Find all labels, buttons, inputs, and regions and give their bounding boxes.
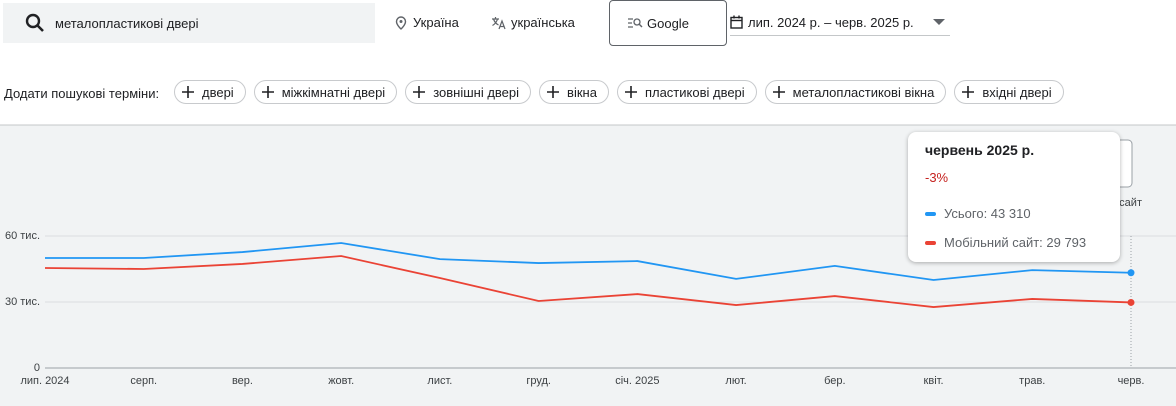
pin-icon	[395, 15, 407, 30]
chip[interactable]: міжкімнатні двері	[253, 80, 398, 104]
hover-dot	[1127, 269, 1135, 277]
language[interactable]: українська	[491, 15, 575, 30]
translate-icon	[492, 16, 506, 29]
network-button[interactable]: Google	[609, 0, 727, 46]
tooltip-row-label: Усього: 43 310	[944, 206, 1031, 221]
x-tick-label: жовт.	[328, 375, 354, 387]
x-tick-label: лист.	[427, 375, 452, 387]
x-tick-label: трав.	[1019, 375, 1045, 387]
chip-label: вхідні двері	[982, 84, 1052, 100]
plus-icon	[547, 86, 560, 98]
chip[interactable]: пластикові двері	[616, 80, 757, 104]
plus-icon	[261, 86, 274, 98]
search-box[interactable]: металопластикові двері	[3, 3, 375, 43]
chip[interactable]: металопластикові вікна	[764, 80, 947, 104]
series-line	[44, 255, 1132, 308]
x-tick-label: серп.	[130, 375, 157, 387]
plus-icon	[624, 86, 637, 98]
plus-icon	[182, 86, 194, 98]
tooltip-change: -3%	[925, 170, 949, 185]
refine-label: Додати пошукові терміни:	[4, 86, 160, 101]
dropdown-arrow	[933, 19, 945, 25]
location-label: Україна	[413, 15, 459, 30]
language-label: українська	[511, 15, 575, 30]
y-tick-label: 60 тис.	[5, 230, 40, 242]
series-line	[45, 242, 1132, 281]
plus-icon	[413, 86, 426, 98]
plus-icon	[772, 86, 785, 98]
x-tick-label: груд.	[526, 375, 551, 387]
chip[interactable]: двері	[174, 80, 246, 104]
chip-label: міжкімнатні двері	[281, 84, 386, 100]
tooltip-swatch	[925, 211, 936, 216]
tooltip-row-label: Мобільний сайт: 29 793	[944, 235, 1087, 250]
search-query: металопластикові двері	[55, 16, 199, 31]
tooltip: червень 2025 р. -3% Усього: 43 310 Мобіл…	[908, 132, 1120, 262]
x-tick-label: вер.	[232, 375, 253, 387]
date-range[interactable]: лип. 2024 р. – черв. 2025 р.	[730, 15, 950, 36]
chip-label: вікна	[567, 84, 597, 100]
y-tick-label: 30 тис.	[5, 296, 40, 308]
hover-dot	[1127, 298, 1135, 306]
date-range-label: лип. 2024 р. – черв. 2025 р.	[748, 15, 914, 30]
tooltip-swatch	[925, 240, 936, 245]
chip-list: двері міжкімнатні двері зовнішні двері вікн…	[174, 80, 1072, 104]
x-tick-label: січ. 2025	[615, 375, 659, 387]
chip-label: двері	[202, 84, 234, 100]
network-icon	[628, 18, 643, 28]
tooltip-row: Мобільний сайт: 29 793	[925, 235, 1086, 250]
location[interactable]: Україна	[395, 15, 459, 30]
x-tick-label: лип. 2024	[20, 375, 69, 387]
x-tick-label: лют.	[725, 375, 746, 387]
chip[interactable]: зовнішні двері	[405, 80, 532, 104]
chip[interactable]: вхідні двері	[954, 80, 1064, 104]
search-icon	[25, 13, 44, 32]
network-label: Google	[647, 15, 689, 31]
tooltip-title: червень 2025 р.	[925, 142, 1035, 158]
y-tick-label: 0	[34, 362, 40, 374]
plus-icon	[962, 86, 975, 98]
x-tick-label: черв.	[1118, 375, 1145, 387]
calendar-icon	[730, 15, 743, 29]
chip-label: зовнішні двері	[433, 84, 520, 100]
tooltip-row: Усього: 43 310	[925, 206, 1031, 221]
chip-label: пластикові двері	[644, 84, 745, 100]
x-tick-label: квіт.	[924, 375, 944, 387]
chip-label: металопластикові вікна	[792, 84, 935, 100]
x-tick-label: бер.	[824, 375, 845, 387]
chip[interactable]: вікна	[539, 80, 609, 104]
